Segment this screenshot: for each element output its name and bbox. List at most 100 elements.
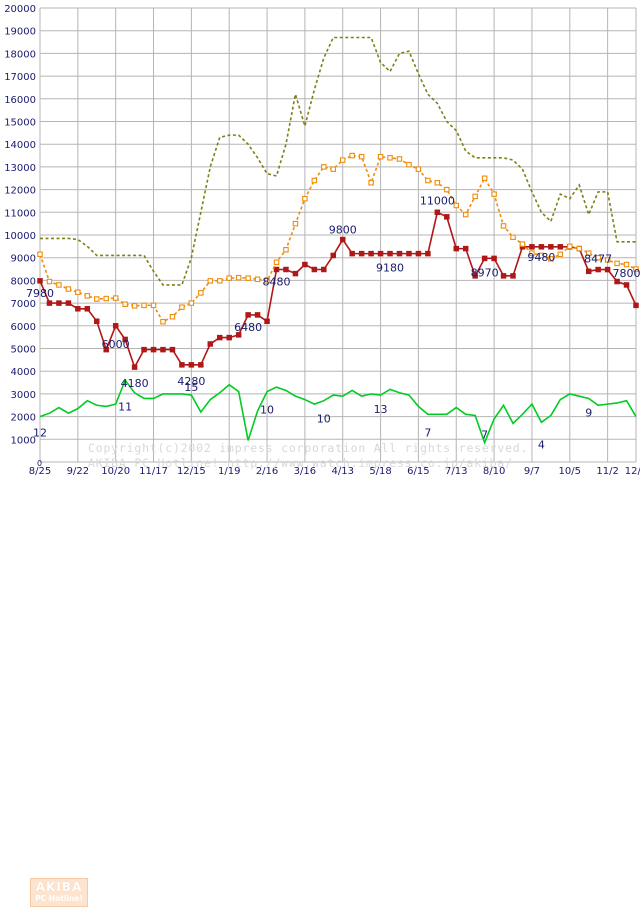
data-label: 10 — [317, 413, 331, 426]
y-axis-tick: 8000 — [11, 276, 36, 287]
data-point-lowest-price — [302, 261, 308, 268]
series-line-highest-price — [40, 36, 636, 286]
data-label: 8480 — [263, 276, 291, 289]
data-label: 6480 — [234, 321, 262, 334]
data-point-lowest-price — [633, 302, 639, 309]
data-point-average-price — [264, 278, 270, 284]
data-point-average-price — [614, 260, 620, 267]
data-label: 8970 — [471, 266, 499, 279]
data-point-lowest-price — [491, 255, 497, 262]
data-label: 7 — [481, 429, 488, 442]
data-label: 10 — [260, 404, 274, 417]
y-axis-tick: 12000 — [4, 186, 36, 197]
data-point-lowest-price — [548, 244, 554, 250]
data-point-average-price — [633, 266, 639, 272]
data-point-average-price — [387, 155, 393, 161]
data-point-lowest-price — [273, 266, 280, 273]
akiba-logo: AKIBA PC Hotline! — [30, 878, 88, 907]
x-axis-tick: 7/13 — [445, 466, 467, 477]
data-point-lowest-price — [84, 306, 91, 312]
data-point-average-price — [595, 254, 601, 261]
data-point-lowest-price — [122, 336, 128, 343]
data-point-lowest-price — [368, 250, 374, 257]
data-point-average-price — [349, 152, 355, 159]
data-point-lowest-price — [216, 334, 223, 341]
data-point-average-price — [358, 153, 365, 160]
data-label: 9800 — [329, 224, 357, 237]
data-point-average-price — [321, 164, 327, 170]
data-point-lowest-price — [103, 346, 109, 353]
data-point-lowest-price — [131, 364, 138, 370]
data-point-average-price — [368, 180, 374, 186]
data-point-average-price — [557, 251, 564, 258]
y-axis-tick: 11000 — [4, 208, 36, 219]
data-point-average-price — [141, 302, 147, 309]
y-axis-tick: 19000 — [4, 27, 36, 38]
data-point-average-price — [65, 286, 72, 292]
data-point-lowest-price — [349, 250, 355, 257]
data-point-lowest-price — [557, 244, 564, 250]
y-axis-tick: 5000 — [11, 345, 36, 356]
y-axis-tick: 14000 — [4, 140, 36, 151]
price-history-chart: 1000 2000 3000 4000 5000 6000 7000 8000 9000 1000… — [4, 4, 640, 477]
data-point-lowest-price — [198, 362, 204, 368]
data-point-average-price — [538, 252, 545, 259]
data-point-average-price — [377, 153, 384, 160]
data-point-lowest-price — [595, 266, 601, 273]
chart-screenshot: 1000 2000 3000 4000 5000 6000 7000 8000 9000 1000… — [4, 4, 640, 907]
x-axis-tick: 12/9 — [625, 466, 640, 477]
y-axis-tick: 16000 — [4, 95, 36, 106]
data-point-average-price — [434, 180, 441, 186]
x-axis-tick: 10/5 — [559, 466, 581, 477]
data-point-lowest-price — [444, 214, 450, 220]
data-point-average-price — [444, 186, 450, 193]
data-point-average-price — [529, 250, 535, 256]
data-point-lowest-price — [75, 306, 81, 312]
akiba-logo-subtitle: PC Hotline! — [35, 894, 83, 903]
series-line-shop-count — [39, 378, 637, 445]
data-point-lowest-price — [623, 282, 630, 288]
data-point-average-price — [425, 177, 431, 184]
data-point-lowest-price — [226, 334, 232, 341]
site-url-text: AKIBA PC Hotline! http://www.watch.impre… — [88, 456, 513, 470]
data-point-average-price — [122, 301, 128, 307]
data-label: 15 — [184, 381, 198, 394]
data-point-average-price — [604, 257, 611, 263]
data-point-average-price — [84, 293, 91, 299]
y-axis-tick: 3000 — [11, 390, 36, 401]
data-point-lowest-price — [500, 273, 507, 279]
data-point-lowest-price — [604, 266, 611, 273]
data-point-average-price — [160, 318, 166, 325]
data-point-average-price — [131, 303, 138, 309]
data-label: 6000 — [102, 338, 130, 351]
data-point-lowest-price — [377, 250, 384, 257]
x-axis-tick: 8/25 — [29, 466, 51, 477]
data-point-average-price — [311, 177, 318, 184]
series-line-average-price — [39, 154, 637, 323]
y-axis-tick: 17000 — [4, 72, 36, 83]
data-point-lowest-price — [396, 250, 403, 257]
y-axis-tick: 10000 — [4, 231, 36, 242]
y-axis-tick: 20000 — [4, 4, 36, 15]
data-point-lowest-price — [179, 362, 185, 368]
y-axis-tick: 9000 — [11, 254, 36, 265]
data-label: 9480 — [527, 251, 555, 264]
data-point-lowest-price — [472, 273, 478, 279]
data-point-average-price — [406, 161, 412, 168]
data-point-lowest-price — [235, 332, 242, 338]
data-point-average-price — [75, 289, 81, 295]
data-point-lowest-price — [453, 245, 460, 252]
x-axis-tick: 11/17 — [139, 466, 168, 477]
data-point-average-price — [169, 313, 176, 320]
data-point-average-price — [245, 275, 251, 281]
y-axis-tick: 4000 — [11, 367, 36, 378]
data-point-lowest-price — [406, 250, 412, 257]
data-point-average-price — [188, 300, 195, 306]
x-axis-tick: 1/19 — [218, 466, 240, 477]
data-label: 7 — [424, 426, 431, 439]
data-point-lowest-price — [292, 270, 299, 277]
data-label: 13 — [374, 403, 388, 416]
data-point-average-price — [254, 276, 261, 283]
data-point-lowest-price — [254, 312, 261, 318]
y-axis-tick: 18000 — [4, 49, 36, 60]
